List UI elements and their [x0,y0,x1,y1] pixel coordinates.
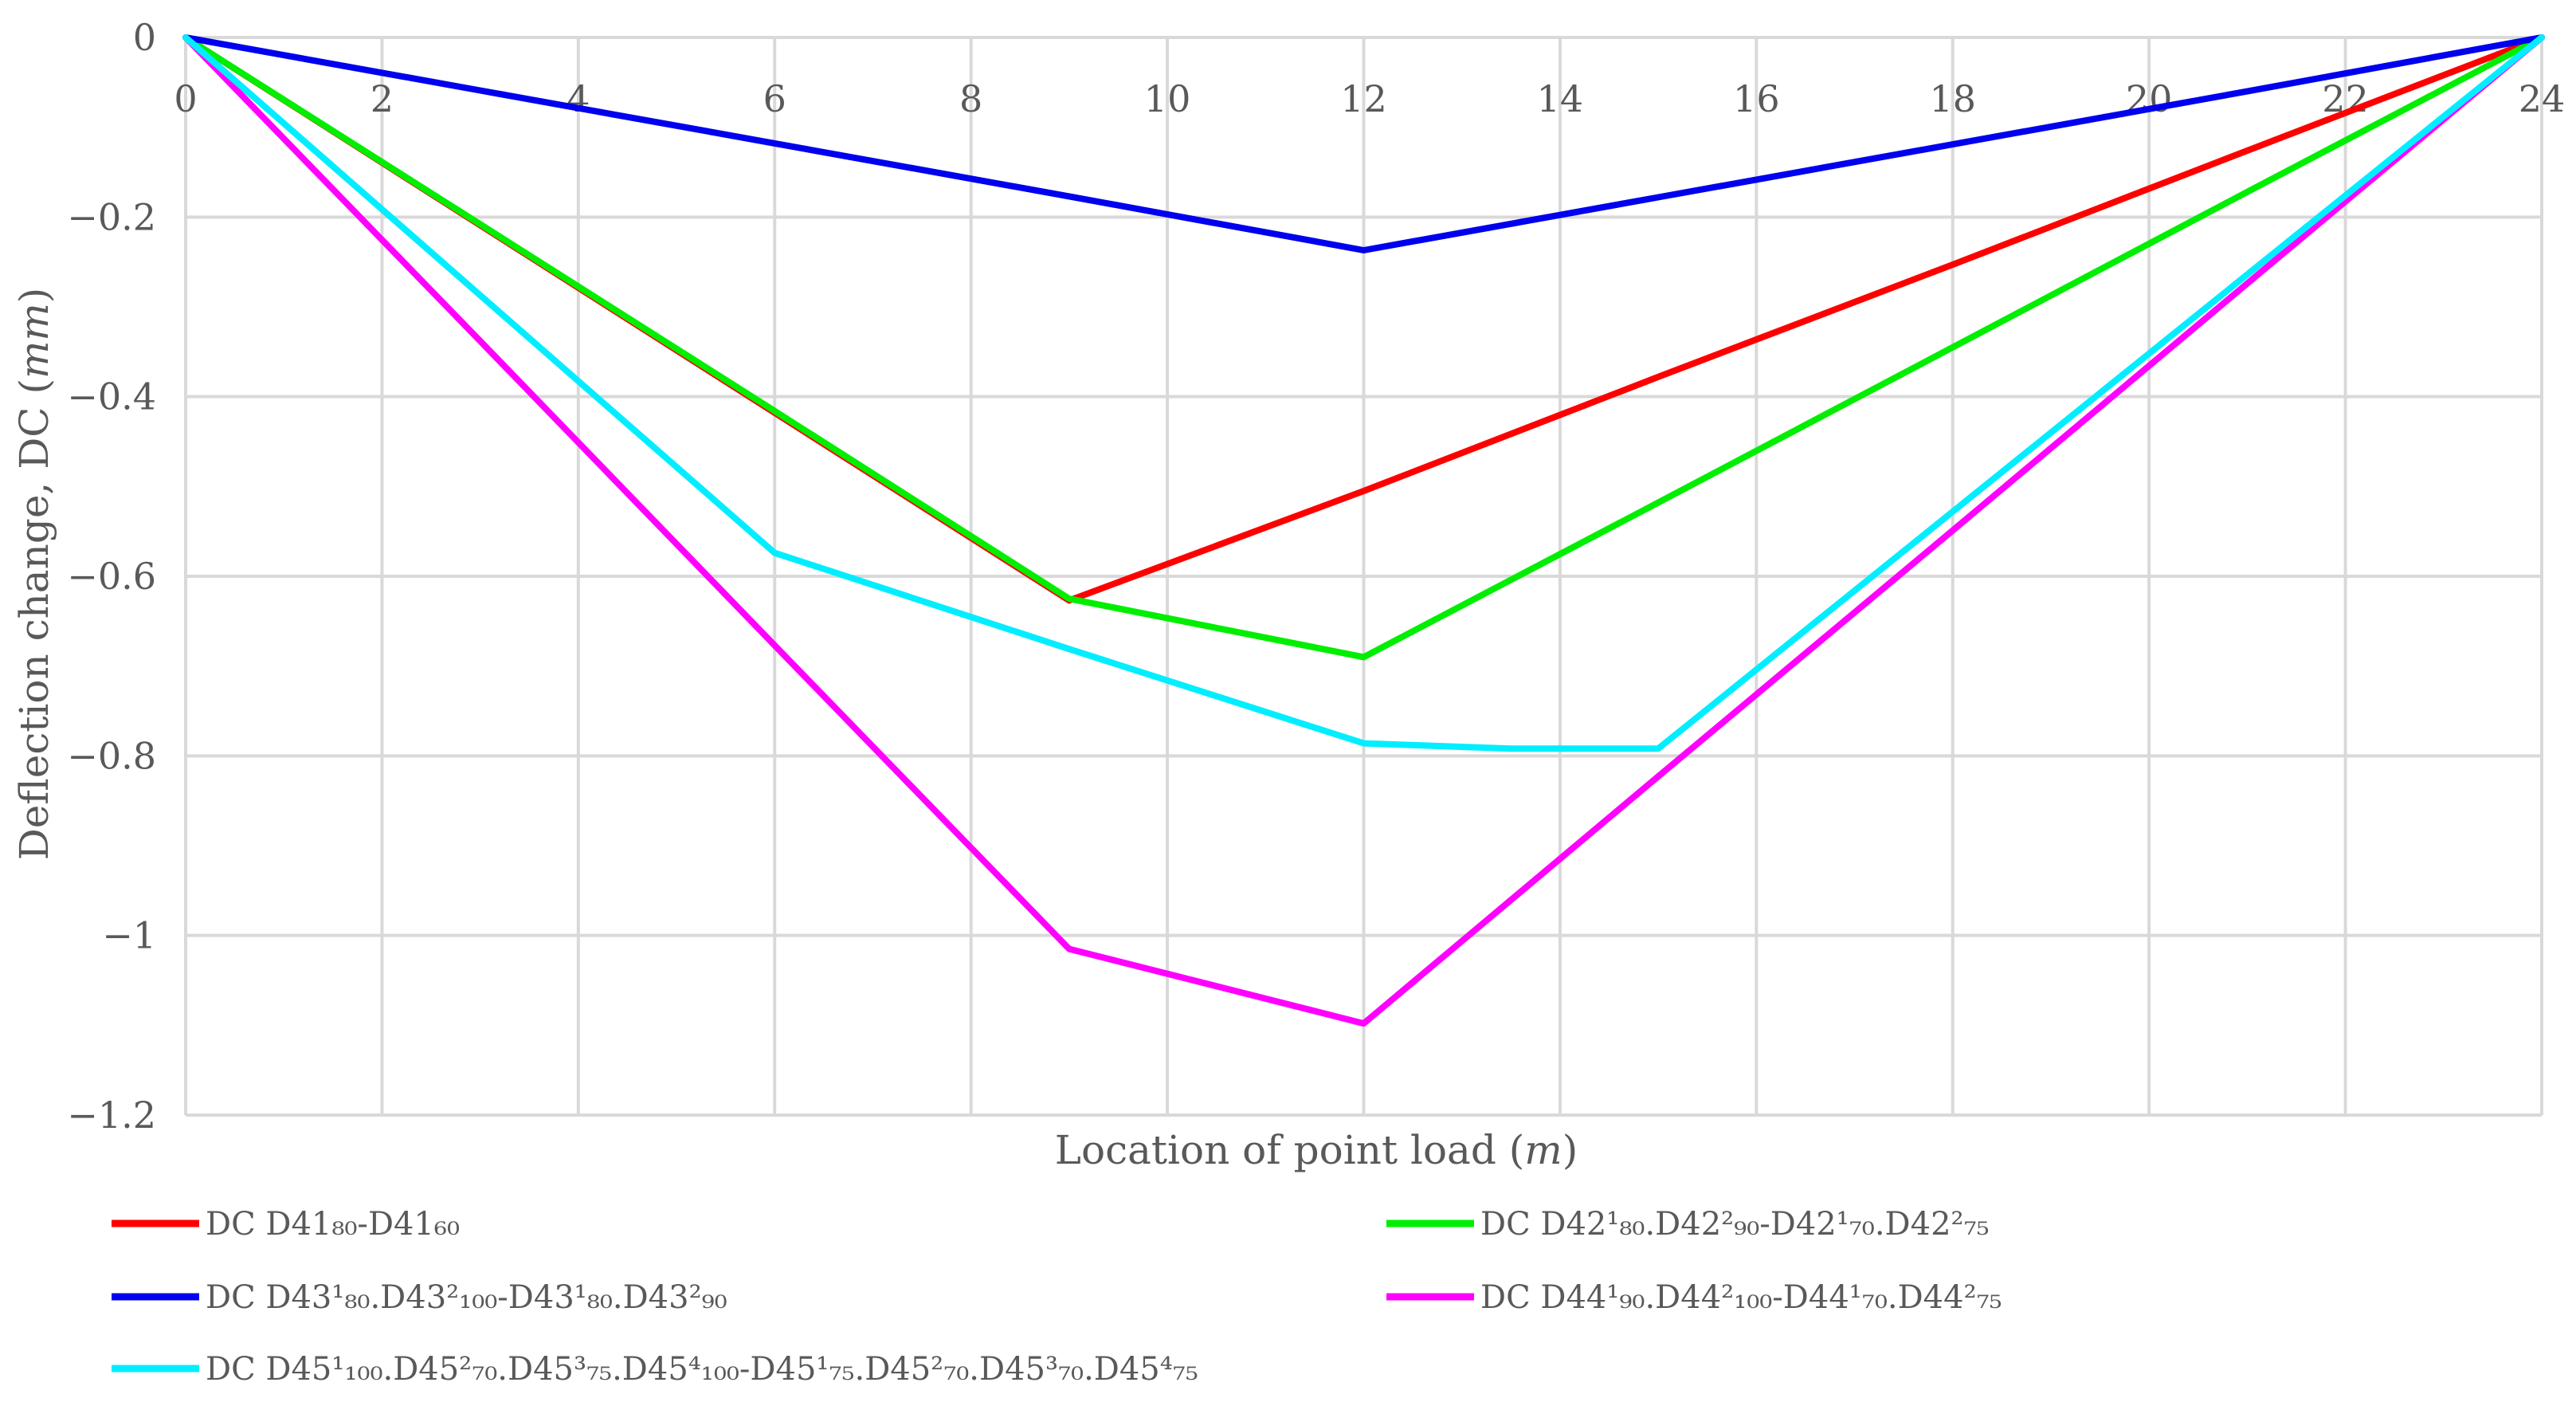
x-tick-label: 18 [1929,77,1976,120]
x-tick-label: 12 [1340,77,1387,120]
legend-label-2: DC D42¹₈₀.D42²₉₀-D42¹₇₀.D42²₇₅ [1480,1206,1990,1243]
series-lines [182,34,2545,1027]
x-tick-label: 8 [959,77,982,120]
legend-label-4: DC D44¹₉₀.D44²₁₀₀-D44¹₇₀.D44²₇₅ [1480,1279,2002,1316]
legend-label-1: DC D41₈₀-D41₆₀ [206,1206,460,1243]
y-tick-label: −0.8 [67,734,156,777]
series-line-5 [182,34,2545,752]
series-line-3 [182,34,2545,253]
x-tick-label: 24 [2519,77,2566,120]
series-line-4 [182,34,2545,1027]
x-tick-label: 2 [371,77,394,120]
y-tick-label: −0.2 [67,195,156,238]
y-axis-label: Deflection change, DC ( [11,379,57,860]
legend-item-4: DC D44¹₉₀.D44²₁₀₀-D44¹₇₀.D44²₇₅ [1386,1279,2002,1316]
x-axis-ticks: 0 2 4 6 8 10 12 14 16 18 20 22 24 [174,77,2565,120]
x-tick-label: 14 [1537,77,1584,120]
grid [184,36,2543,1117]
series-line-2 [182,34,2545,661]
y-axis-title: Deflection change, DC (mm) [11,288,57,861]
x-tick-label: 4 [567,77,590,120]
y-tick-label: −1 [102,914,156,957]
legend-item-3: DC D43¹₈₀.D43²₁₀₀-D43¹₈₀.D43²₉₀ [112,1279,727,1316]
x-axis-label: Location of point load ( [1055,1127,1525,1173]
y-tick-label: 0 [133,16,156,59]
y-tick-label: −0.4 [67,375,156,418]
y-axis-close-paren: ) [11,288,57,304]
x-tick-label: 10 [1144,77,1191,120]
x-axis-close-paren: ) [1562,1127,1578,1173]
legend-label-3: DC D43¹₈₀.D43²₁₀₀-D43¹₈₀.D43²₉₀ [206,1279,727,1316]
legend-item-1: DC D41₈₀-D41₆₀ [112,1206,460,1243]
legend-item-2: DC D42¹₈₀.D42²₉₀-D42¹₇₀.D42²₇₅ [1386,1206,1990,1243]
x-axis-title: Location of point load (m) [1055,1127,1578,1173]
y-tick-label: −0.6 [67,555,156,598]
legend-item-5: DC D45¹₁₀₀.D45²₇₀.D45³₇₅.D45⁴₁₀₀-D45¹₇₅.… [112,1351,1198,1388]
x-tick-label: 6 [763,77,786,120]
x-axis-unit: m [1524,1127,1562,1173]
y-axis-unit: mm [11,303,57,379]
legend-label-5: DC D45¹₁₀₀.D45²₇₀.D45³₇₅.D45⁴₁₀₀-D45¹₇₅.… [206,1351,1198,1388]
legend: DC D41₈₀-D41₆₀ DC D42¹₈₀.D42²₉₀-D42¹₇₀.D… [112,1206,2002,1388]
x-tick-label: 0 [174,77,197,120]
y-axis-ticks: 0 −0.2 −0.4 −0.6 −0.8 −1 −1.2 [67,16,156,1137]
y-tick-label: −1.2 [67,1094,156,1137]
x-tick-label: 16 [1733,77,1780,120]
